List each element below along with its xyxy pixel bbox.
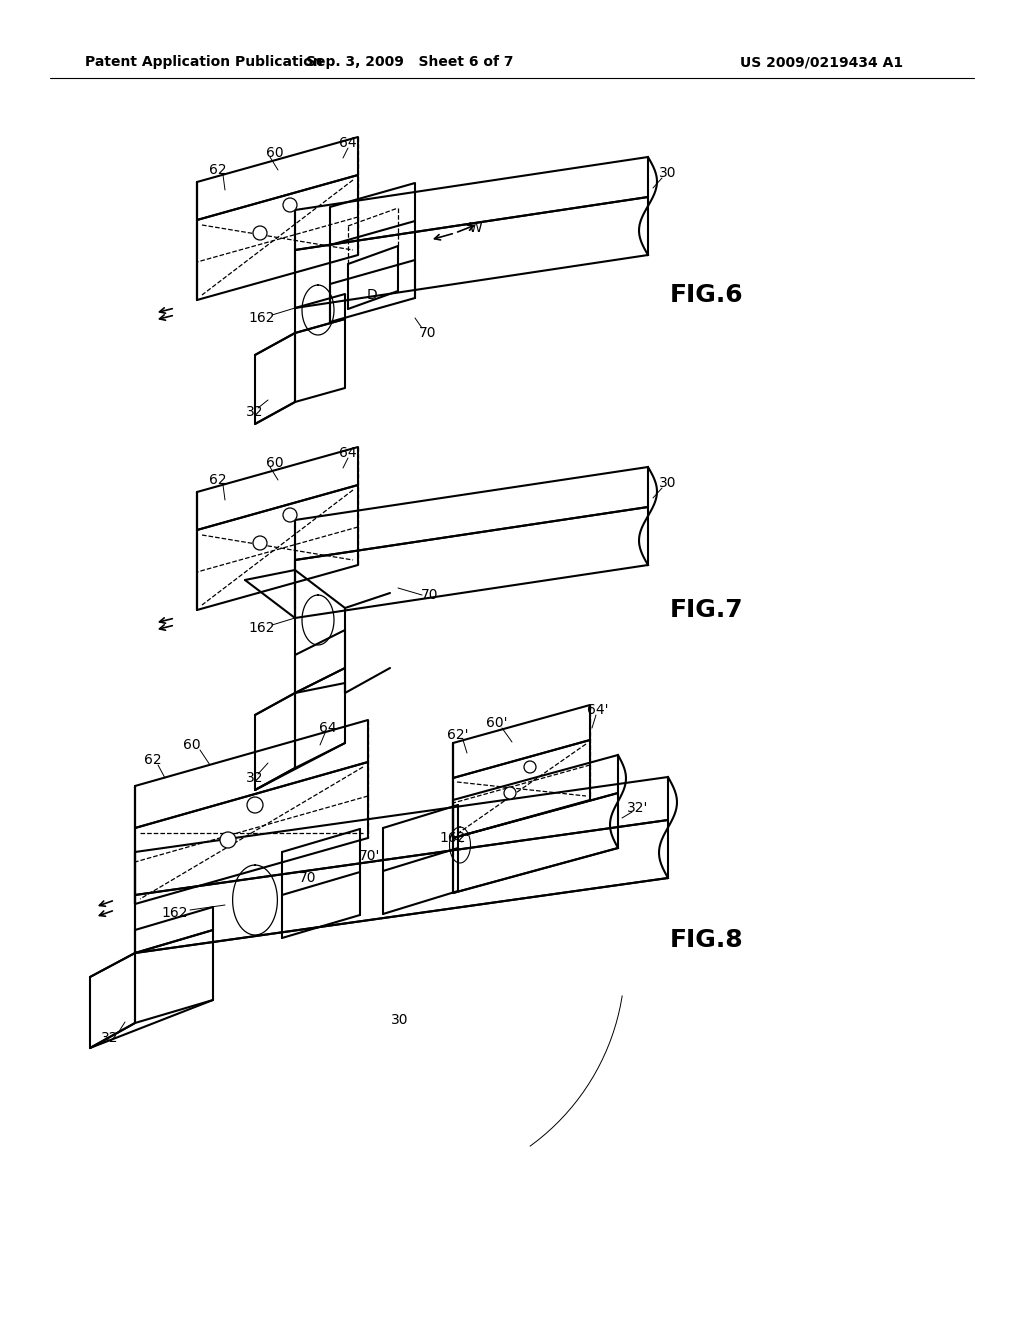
Circle shape — [253, 226, 267, 240]
Text: 64: 64 — [339, 136, 356, 150]
Circle shape — [524, 762, 536, 774]
Text: 70: 70 — [419, 326, 437, 341]
Circle shape — [283, 508, 297, 521]
Text: 30: 30 — [659, 166, 677, 180]
Text: 64: 64 — [319, 721, 337, 735]
Text: FIG.6: FIG.6 — [670, 282, 743, 308]
Text: Patent Application Publication: Patent Application Publication — [85, 55, 323, 69]
Text: W: W — [468, 220, 482, 235]
Text: 70: 70 — [421, 587, 438, 602]
Text: 32': 32' — [628, 801, 648, 814]
Text: 60: 60 — [266, 147, 284, 160]
Circle shape — [253, 536, 267, 550]
Text: 62: 62 — [209, 162, 226, 177]
Text: 162: 162 — [249, 620, 275, 635]
Text: 62: 62 — [144, 752, 162, 767]
Text: 60': 60' — [486, 715, 508, 730]
Circle shape — [247, 797, 263, 813]
Text: 32: 32 — [101, 1031, 119, 1045]
Text: 70': 70' — [359, 849, 381, 863]
Text: 60: 60 — [266, 455, 284, 470]
Circle shape — [220, 832, 236, 847]
Text: 32: 32 — [246, 771, 264, 785]
Text: 60: 60 — [183, 738, 201, 752]
Text: 162: 162 — [249, 312, 275, 325]
Text: FIG.8: FIG.8 — [670, 928, 743, 952]
Text: 70: 70 — [299, 871, 316, 884]
Circle shape — [504, 787, 516, 799]
Circle shape — [283, 198, 297, 213]
Text: 32: 32 — [246, 405, 264, 418]
Text: FIG.7: FIG.7 — [670, 598, 743, 622]
Text: D: D — [367, 288, 378, 302]
Text: 30: 30 — [391, 1012, 409, 1027]
Text: US 2009/0219434 A1: US 2009/0219434 A1 — [740, 55, 903, 69]
Text: Sep. 3, 2009   Sheet 6 of 7: Sep. 3, 2009 Sheet 6 of 7 — [306, 55, 514, 69]
Text: 162: 162 — [162, 906, 188, 920]
Text: 62: 62 — [209, 473, 226, 487]
Text: 64': 64' — [587, 704, 608, 717]
Text: 162': 162' — [440, 832, 470, 845]
Text: 64: 64 — [339, 446, 356, 459]
Text: 62': 62' — [447, 729, 469, 742]
Text: 30: 30 — [659, 477, 677, 490]
